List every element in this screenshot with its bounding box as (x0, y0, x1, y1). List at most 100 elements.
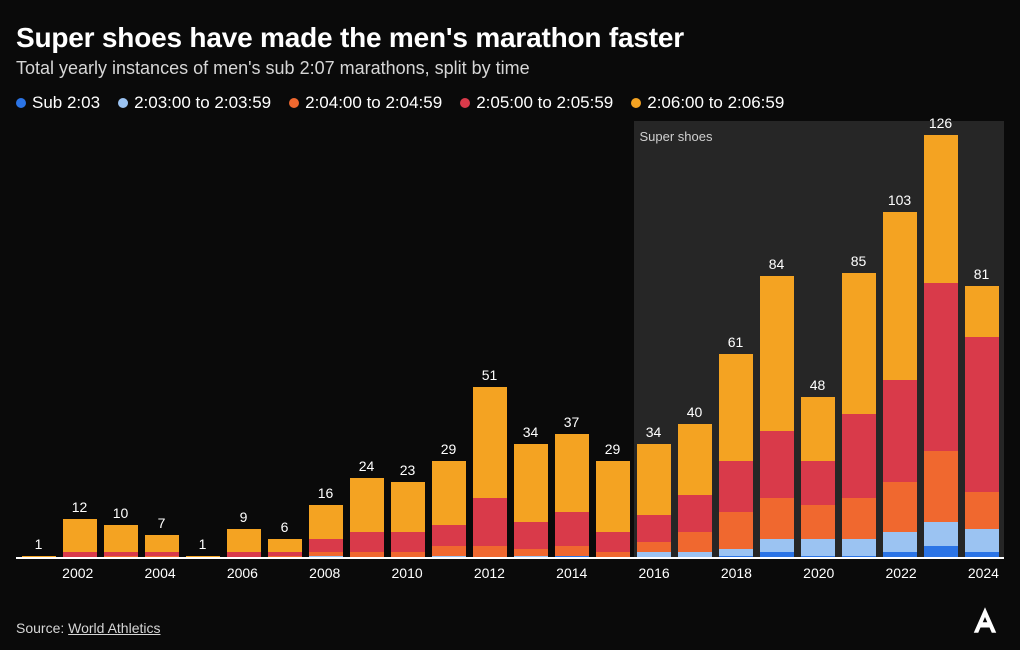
stacked-bar (801, 397, 835, 559)
bar-value-label: 23 (400, 462, 416, 478)
bar-column: 9 (223, 121, 264, 559)
bar-value-label: 10 (113, 505, 129, 521)
bar-segment (391, 532, 425, 552)
x-tick-label: 2018 (721, 565, 752, 581)
bar-value-label: 34 (646, 424, 662, 440)
source-line: Source: World Athletics (16, 620, 160, 636)
x-tick-label: 2006 (227, 565, 258, 581)
legend-swatch-icon (631, 98, 641, 108)
bar-segment (965, 529, 999, 553)
bar-value-label: 126 (929, 115, 952, 131)
bar-value-label: 16 (318, 485, 334, 501)
legend-label: 2:03:00 to 2:03:59 (134, 93, 271, 113)
stacked-bar (760, 276, 794, 559)
bar-column: 51 (469, 121, 510, 559)
bar-segment (924, 522, 958, 546)
x-tick-label: 2014 (556, 565, 587, 581)
bar-column: 1 (182, 121, 223, 559)
bar-column: 34 (633, 121, 674, 559)
bar-segment (883, 380, 917, 481)
source-prefix: Source: (16, 620, 68, 636)
bar-segment (760, 498, 794, 538)
bar-segment (514, 444, 548, 521)
bar-segment (637, 444, 671, 515)
legend-label: 2:06:00 to 2:06:59 (647, 93, 784, 113)
bar-column: 23 (387, 121, 428, 559)
bar-segment (719, 549, 753, 556)
bar-value-label: 103 (888, 192, 911, 208)
bar-segment (719, 354, 753, 462)
bar-segment (965, 337, 999, 492)
bar-segment (801, 461, 835, 505)
bar-segment (227, 529, 261, 553)
chart-subtitle: Total yearly instances of men's sub 2:07… (16, 58, 1004, 79)
bar-value-label: 40 (687, 404, 703, 420)
bar-segment (924, 135, 958, 283)
bar-segment (801, 505, 835, 539)
bar-column: 1 (18, 121, 59, 559)
x-tick-label: 2002 (62, 565, 93, 581)
bar-segment (883, 482, 917, 533)
stacked-bar (883, 212, 917, 559)
x-tick-label: 2004 (145, 565, 176, 581)
x-tick-label: 2016 (639, 565, 670, 581)
legend-item: 2:04:00 to 2:04:59 (289, 93, 442, 113)
bar-column: 40 (674, 121, 715, 559)
x-tick-label: 2012 (474, 565, 505, 581)
legend-item: Sub 2:03 (16, 93, 100, 113)
legend-item: 2:03:00 to 2:03:59 (118, 93, 271, 113)
bar-segment (924, 451, 958, 522)
bar-value-label: 29 (441, 441, 457, 457)
stacked-bar (596, 461, 630, 559)
x-tick-label: 2010 (392, 565, 423, 581)
bar-column: 126 (920, 121, 961, 559)
bar-column: 24 (346, 121, 387, 559)
x-tick-label: 2022 (886, 565, 917, 581)
bar-plot: 1121071961624232951343729344061844885103… (16, 121, 1004, 559)
bar-segment (637, 542, 671, 552)
bar-segment (842, 414, 876, 498)
stacked-bar (350, 478, 384, 559)
bar-value-label: 61 (728, 334, 744, 350)
bar-value-label: 34 (523, 424, 539, 440)
bar-segment (678, 424, 712, 495)
stacked-bar (514, 444, 548, 559)
bar-segment (432, 461, 466, 525)
stacked-bar (145, 535, 179, 559)
bar-column: 29 (428, 121, 469, 559)
bar-column: 37 (551, 121, 592, 559)
bar-value-label: 1 (35, 536, 43, 552)
stacked-bar (309, 505, 343, 559)
legend: Sub 2:03 2:03:00 to 2:03:59 2:04:00 to 2:0… (16, 93, 1004, 113)
bar-column: 85 (838, 121, 879, 559)
bar-segment (596, 532, 630, 552)
bar-value-label: 84 (769, 256, 785, 272)
bar-value-label: 9 (240, 509, 248, 525)
bar-segment (801, 539, 835, 556)
bar-segment (760, 539, 794, 552)
stacked-bar (842, 273, 876, 559)
bar-segment (555, 546, 589, 556)
bar-segment (350, 478, 384, 532)
bar-segment (842, 539, 876, 556)
bar-value-label: 51 (482, 367, 498, 383)
bar-segment (104, 525, 138, 552)
bar-column: 29 (592, 121, 633, 559)
bar-column: 34 (510, 121, 551, 559)
legend-swatch-icon (289, 98, 299, 108)
stacked-bar (678, 424, 712, 559)
bar-segment (473, 387, 507, 498)
bar-value-label: 1 (199, 536, 207, 552)
bar-column: 10 (100, 121, 141, 559)
bar-segment (514, 549, 548, 556)
stacked-bar (104, 525, 138, 559)
source-link[interactable]: World Athletics (68, 620, 160, 636)
chart-page: { "title": "Super shoes have made the me… (0, 0, 1020, 650)
bar-column: 48 (797, 121, 838, 559)
bar-segment (350, 532, 384, 552)
bar-segment (883, 532, 917, 552)
bar-value-label: 6 (281, 519, 289, 535)
bar-column: 12 (59, 121, 100, 559)
stacked-bar (719, 354, 753, 559)
bar-value-label: 24 (359, 458, 375, 474)
